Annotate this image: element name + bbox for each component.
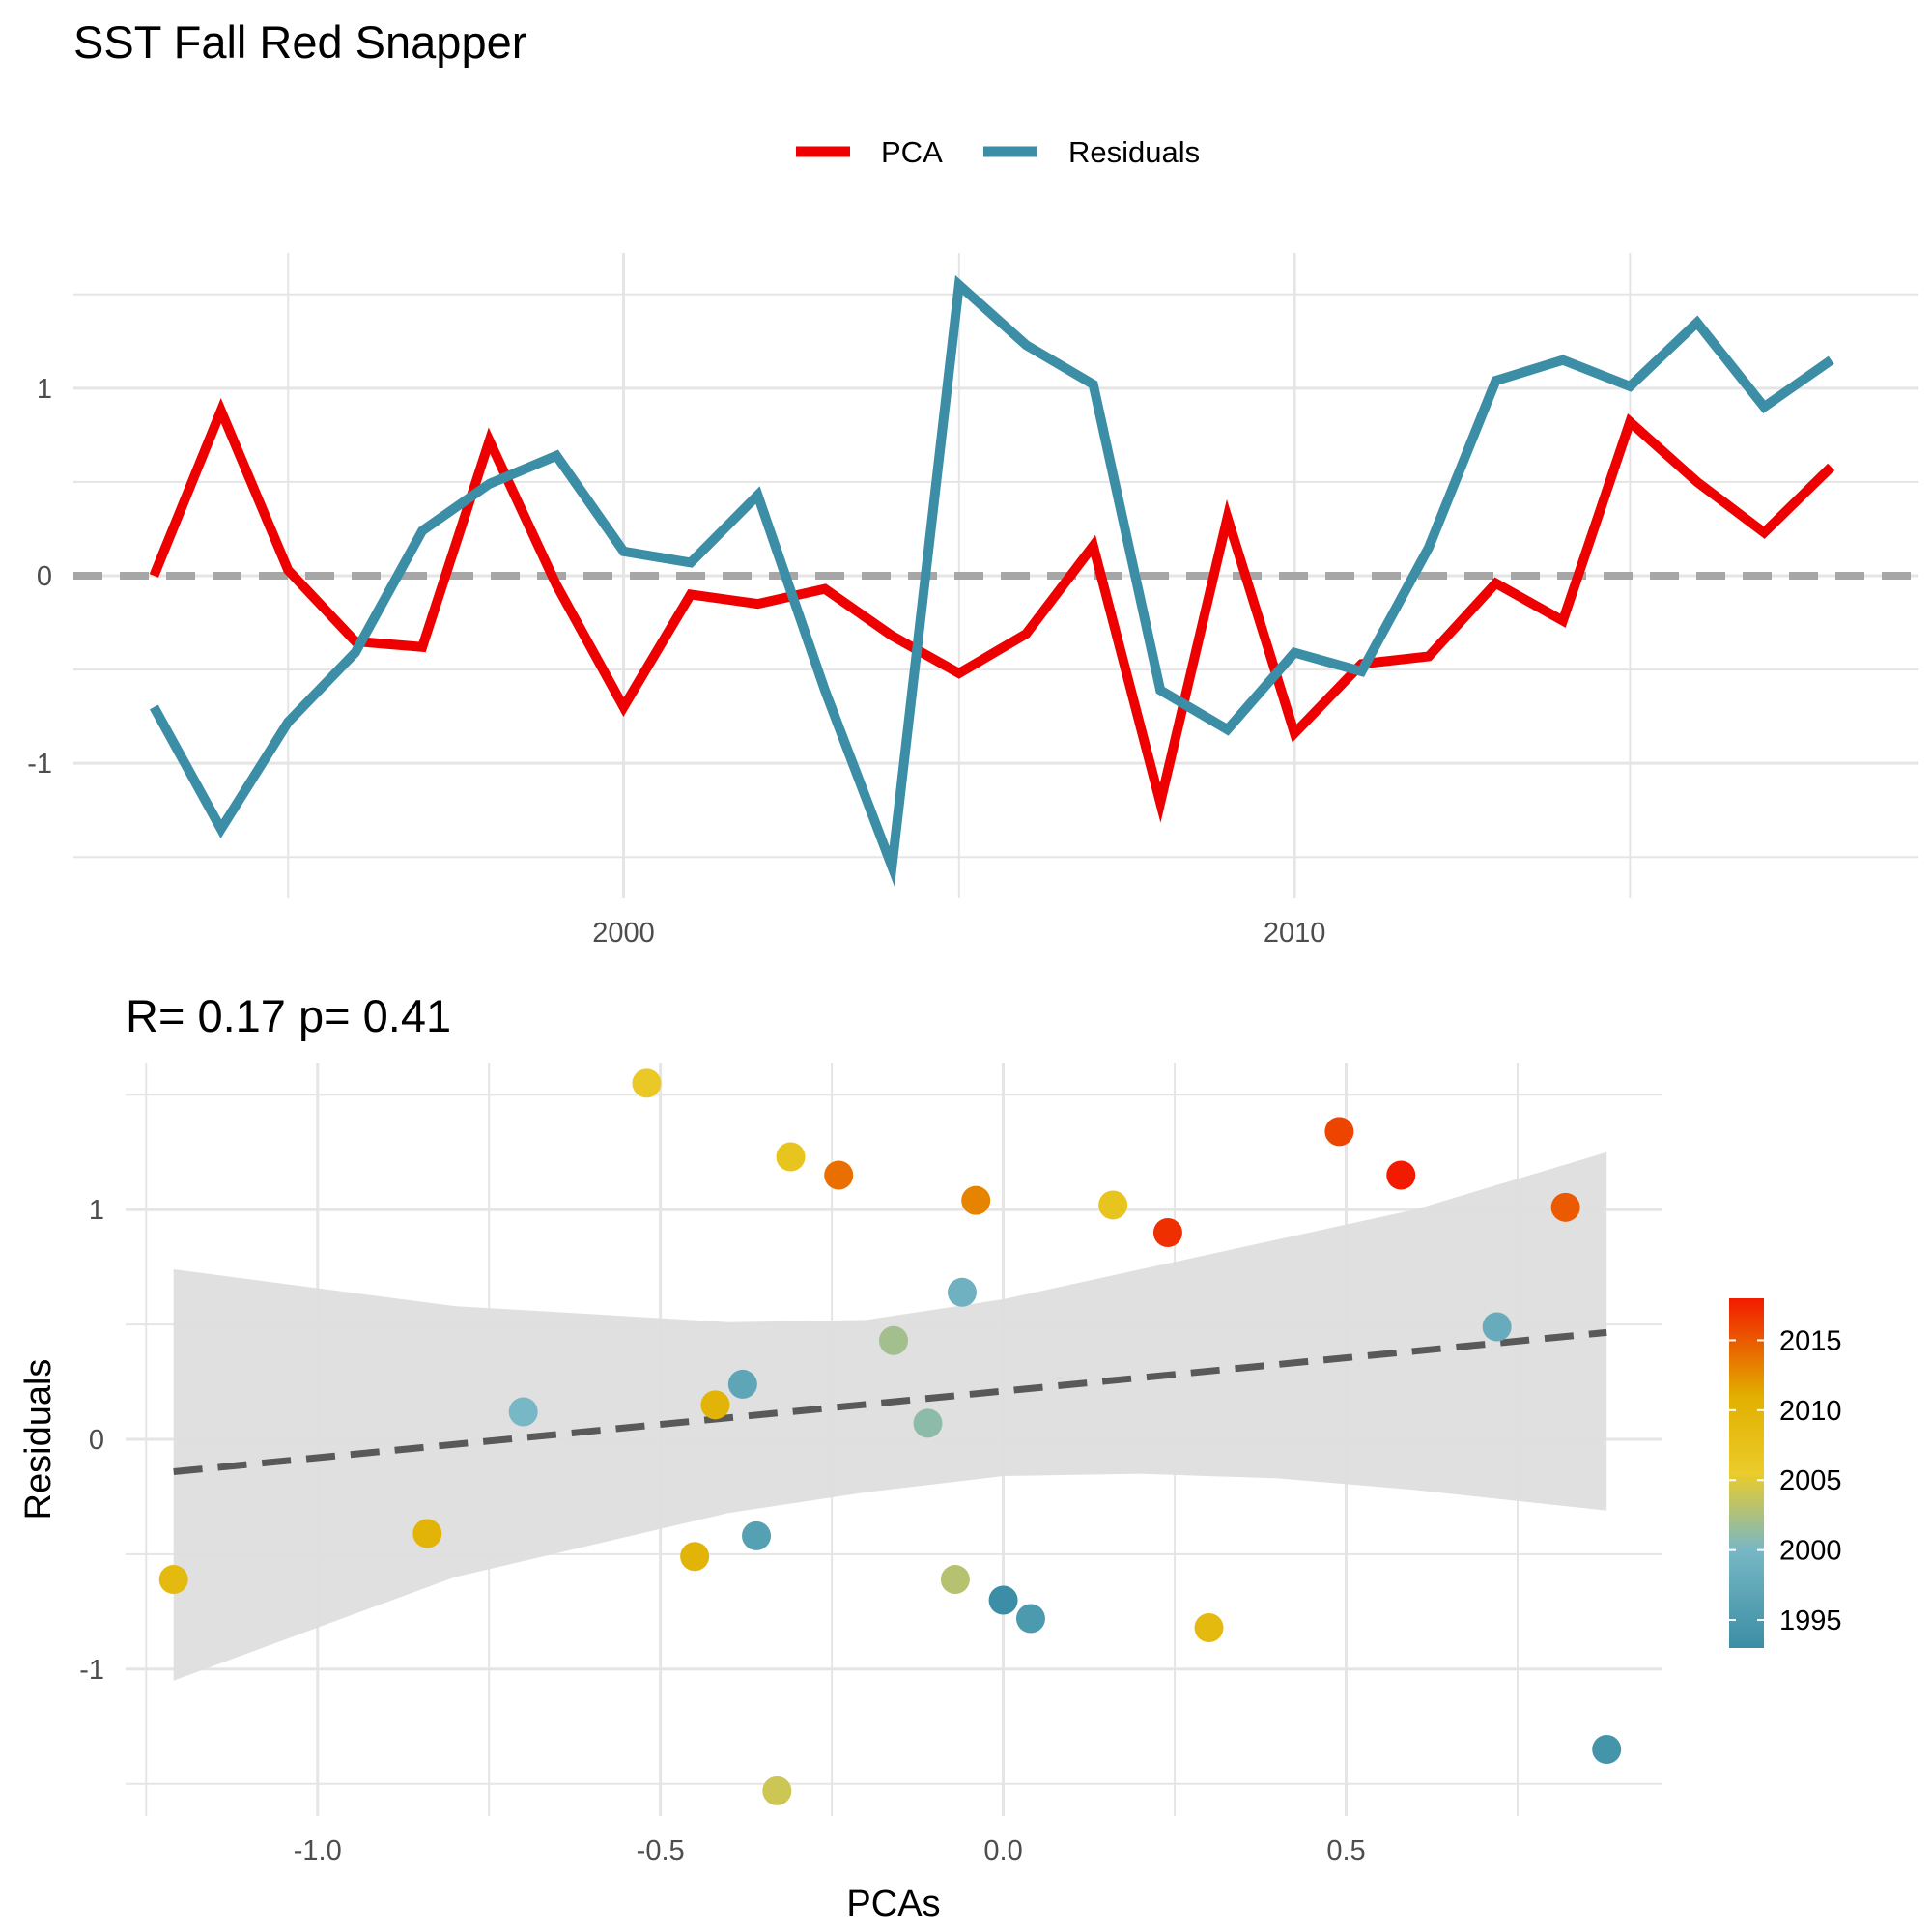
x-tick-label: -1.0 <box>294 1835 342 1866</box>
scatter-point <box>988 1585 1018 1615</box>
scatter-point <box>1324 1117 1354 1147</box>
scatter-point <box>947 1277 977 1307</box>
x-tick-label: 2010 <box>1264 918 1326 949</box>
scatter-point <box>1194 1613 1224 1642</box>
scatter-tick-labels: -1 0 1 -1.0 -0.5 0.0 0.5 <box>79 1195 1365 1866</box>
scatter-point <box>913 1408 943 1438</box>
x-tick-label: 0.5 <box>1326 1835 1365 1866</box>
colorbar-gradient <box>1729 1298 1764 1648</box>
time-series-tick-labels: -1 0 1 2000 2010 <box>27 374 1325 949</box>
colorbar-tick-label: 1995 <box>1779 1605 1842 1636</box>
colorbar-tick-label: 2010 <box>1779 1396 1842 1427</box>
scatter-point <box>776 1142 806 1172</box>
time-series-panel: -1 0 1 2000 2010 <box>27 253 1918 949</box>
confidence-ribbon-layer <box>173 1151 1607 1681</box>
scatter-point <box>961 1185 991 1215</box>
colorbar-tick-label: 2015 <box>1779 1325 1842 1356</box>
regression-fit-line <box>173 1328 1607 1475</box>
scatter-point <box>412 1519 442 1548</box>
scatter-points <box>158 1068 1622 1805</box>
legend-label-pca: PCA <box>881 135 943 169</box>
scatter-point <box>700 1390 730 1420</box>
colorbar-tick-label: 2005 <box>1779 1465 1842 1496</box>
year-colorbar: 1995 2000 2005 2010 2015 <box>1729 1298 1842 1648</box>
y-tick-label: 1 <box>37 374 52 405</box>
chart-title: SST Fall Red Snapper <box>73 16 526 68</box>
y-axis-title: Residuals <box>18 1359 59 1520</box>
scatter-point <box>879 1325 908 1355</box>
colorbar-tick-label: 2000 <box>1779 1536 1842 1567</box>
time-series-gridlines <box>73 253 1918 898</box>
scatter-point <box>508 1397 538 1427</box>
x-tick-label: -0.5 <box>637 1835 685 1866</box>
x-tick-label: 2000 <box>592 918 655 949</box>
scatter-point <box>727 1369 757 1399</box>
legend: PCA Residuals <box>796 135 1200 169</box>
scatter-point <box>680 1542 710 1572</box>
legend-label-residuals: Residuals <box>1068 135 1200 169</box>
series-line-residuals <box>149 274 1834 887</box>
scatter-point <box>1482 1312 1512 1342</box>
scatter-point <box>158 1565 188 1595</box>
x-tick-label: 0.0 <box>983 1835 1022 1866</box>
scatter-point <box>1550 1192 1580 1222</box>
y-tick-label: -1 <box>27 749 52 780</box>
colorbar-ticks: 1995 2000 2005 2010 2015 <box>1729 1325 1842 1636</box>
series-line-pca <box>149 398 1835 823</box>
scatter-point <box>632 1068 662 1098</box>
fit-line-layer <box>173 1328 1607 1475</box>
scatter-point <box>824 1160 854 1190</box>
scatter-point <box>1592 1735 1622 1765</box>
scatter-point <box>762 1776 792 1805</box>
y-tick-label: 0 <box>89 1425 104 1456</box>
scatter-point <box>1386 1160 1416 1190</box>
y-tick-label: 0 <box>37 561 52 592</box>
correlation-stats: R= 0.17 p= 0.41 <box>126 990 451 1041</box>
scatter-point <box>1015 1604 1045 1634</box>
scatter-panel: -1 0 1 -1.0 -0.5 0.0 0.5 PCAs Residuals <box>18 1063 1662 1924</box>
time-series-lines <box>149 274 1835 887</box>
y-tick-label: 1 <box>89 1195 104 1226</box>
x-axis-title: PCAs <box>846 1884 940 1924</box>
scatter-point <box>742 1520 772 1550</box>
y-tick-label: -1 <box>79 1655 104 1686</box>
scatter-point <box>940 1565 970 1595</box>
scatter-point <box>1098 1190 1128 1220</box>
scatter-point <box>1152 1217 1182 1247</box>
confidence-ribbon <box>173 1151 1607 1681</box>
